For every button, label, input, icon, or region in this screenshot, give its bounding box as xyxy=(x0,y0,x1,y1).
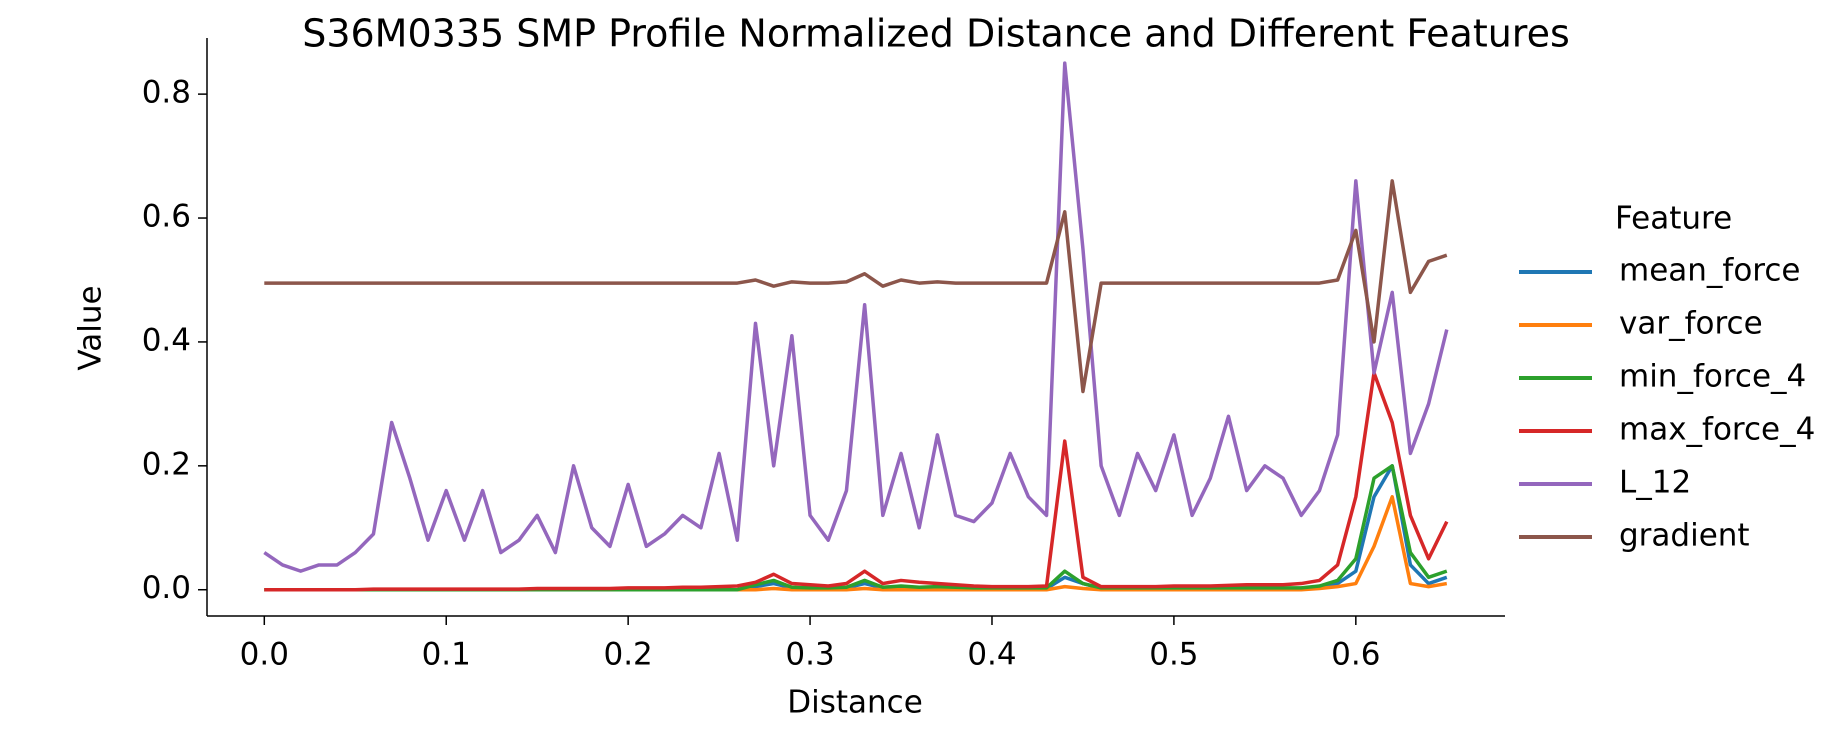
line xyxy=(264,179,1448,394)
x-tick-label: 0.1 xyxy=(422,637,471,673)
x-tick-label: 0.0 xyxy=(240,637,289,673)
legend-label: mean_force xyxy=(1619,253,1800,289)
y-tick-label: 0.4 xyxy=(142,322,191,358)
line xyxy=(264,464,1448,592)
y-axis-label: Value xyxy=(73,285,109,370)
legend-title: Feature xyxy=(1615,201,1732,237)
line xyxy=(264,464,1448,592)
x-tick-label: 0.4 xyxy=(967,637,1016,673)
x-tick-label: 0.2 xyxy=(603,637,652,673)
legend-label: gradient xyxy=(1619,518,1750,554)
line xyxy=(263,61,1449,573)
x-tick-label: 0.6 xyxy=(1331,637,1380,673)
y-tick-label: 0.0 xyxy=(142,570,191,606)
y-tick-label: 0.8 xyxy=(142,75,191,111)
y-tick-label: 0.2 xyxy=(142,446,191,482)
legend-label: var_force xyxy=(1619,306,1763,342)
x-tick-label: 0.5 xyxy=(1149,637,1198,673)
legend-label: min_force_4 xyxy=(1619,359,1806,395)
chart-title: S36M0335 SMP Profile Normalized Distance… xyxy=(302,12,1570,56)
legend-label: L_12 xyxy=(1619,465,1691,501)
y-tick-label: 0.6 xyxy=(142,199,191,235)
legend-label: max_force_4 xyxy=(1619,412,1815,448)
line xyxy=(264,371,1449,592)
x-tick-label: 0.3 xyxy=(785,637,834,673)
x-axis-label: Distance xyxy=(787,685,923,721)
